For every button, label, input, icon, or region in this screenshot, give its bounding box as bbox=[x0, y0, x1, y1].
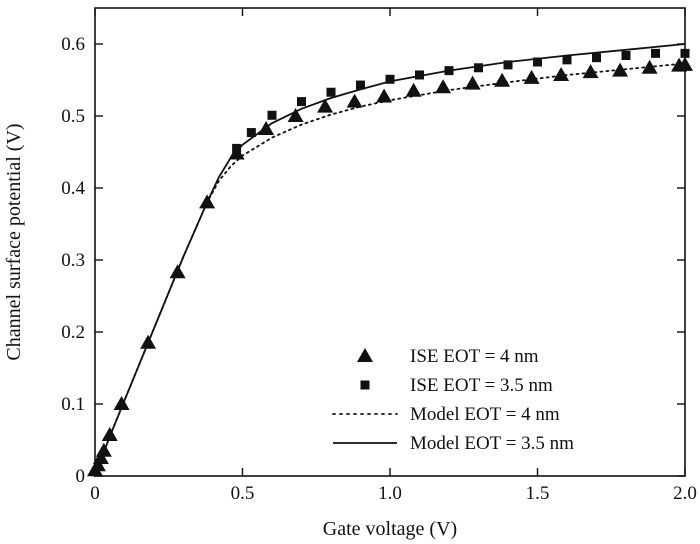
legend-label: Model EOT = 4 nm bbox=[410, 404, 560, 425]
triangle-point bbox=[612, 62, 629, 77]
triangle-point bbox=[641, 59, 658, 74]
triangle-point bbox=[435, 79, 452, 94]
triangle-point bbox=[113, 396, 130, 410]
x-axis-label: Gate voltage (V) bbox=[323, 518, 457, 540]
y-tick-label: 0.1 bbox=[61, 394, 85, 415]
triangle-point bbox=[677, 56, 693, 71]
square-point bbox=[232, 143, 242, 153]
triangle-point bbox=[95, 442, 112, 457]
y-tick-label: 0.2 bbox=[61, 322, 85, 343]
y-tick-label: 0.6 bbox=[61, 34, 85, 55]
square-point bbox=[326, 87, 336, 97]
square-point bbox=[415, 70, 424, 80]
square-point bbox=[356, 80, 365, 90]
triangle-point bbox=[101, 426, 118, 441]
legend-label: ISE EOT = 3.5 nm bbox=[410, 375, 553, 396]
triangle-point bbox=[405, 82, 422, 97]
legend-marker-triangle bbox=[357, 348, 373, 362]
legend-label: ISE EOT = 4 nm bbox=[410, 346, 539, 367]
y-tick-label: 0.3 bbox=[61, 250, 85, 271]
triangle-point bbox=[140, 334, 157, 349]
legend-label: Model EOT = 3.5 nm bbox=[410, 433, 574, 454]
square-point bbox=[562, 55, 572, 65]
square-point bbox=[385, 74, 395, 84]
x-axis-ticks: 0 0.5 1.0 1.5 2.0 bbox=[90, 8, 697, 504]
triangle-point bbox=[199, 194, 216, 209]
triangle-point bbox=[376, 88, 393, 103]
x-tick-label: 0 bbox=[90, 483, 100, 504]
square-point bbox=[297, 97, 306, 107]
y-axis-label: Channel surface potential (V) bbox=[3, 123, 25, 360]
triangle-point bbox=[92, 450, 109, 464]
triangle-point bbox=[464, 75, 481, 90]
triangle-point bbox=[523, 69, 540, 84]
square-point bbox=[680, 48, 690, 58]
y-tick-label: 0.5 bbox=[61, 106, 85, 127]
series-layer bbox=[87, 43, 693, 477]
square-point bbox=[267, 110, 277, 120]
square-point bbox=[621, 51, 631, 61]
x-tick-label: 0.5 bbox=[231, 483, 255, 504]
y-axis-ticks: 0 0.1 0.2 0.3 0.4 0.5 0.6 bbox=[61, 34, 685, 487]
square-point bbox=[503, 60, 513, 70]
triangle-point bbox=[346, 93, 363, 108]
y-tick-label: 0.4 bbox=[61, 178, 85, 199]
square-point bbox=[651, 48, 660, 58]
square-point bbox=[533, 57, 542, 67]
square-point bbox=[592, 53, 601, 63]
legend-marker-square bbox=[360, 380, 370, 390]
triangle-point bbox=[553, 66, 570, 81]
x-tick-label: 1.5 bbox=[526, 483, 550, 504]
x-tick-label: 1.0 bbox=[378, 483, 402, 504]
square-point bbox=[444, 66, 454, 76]
triangle-point bbox=[258, 120, 275, 135]
square-point bbox=[246, 128, 256, 138]
triangle-point bbox=[317, 98, 334, 113]
x-tick-label: 2.0 bbox=[673, 483, 697, 504]
triangle-point bbox=[89, 457, 106, 472]
triangle-point bbox=[169, 264, 186, 279]
y-tick-label: 0 bbox=[76, 466, 86, 487]
square-point bbox=[474, 63, 483, 73]
triangle-point bbox=[582, 64, 599, 79]
series-line-dotted bbox=[94, 62, 686, 477]
triangle-point bbox=[287, 108, 304, 122]
legend: ISE EOT = 4 nm ISE EOT = 3.5 nm Model EOT … bbox=[332, 346, 574, 454]
triangle-point bbox=[494, 72, 511, 87]
series-line-solid bbox=[94, 43, 686, 477]
